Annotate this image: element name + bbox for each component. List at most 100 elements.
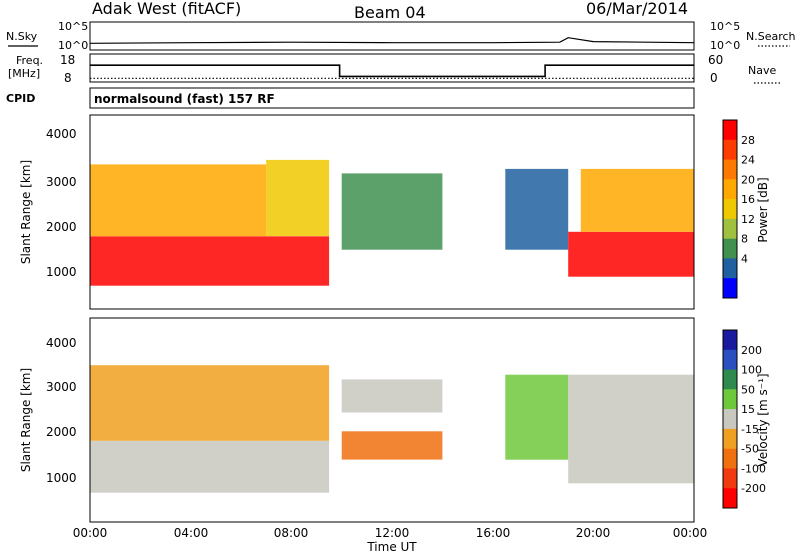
velocity-colorbar-tick-1: 100 bbox=[741, 364, 762, 377]
power-region-1 bbox=[90, 164, 267, 237]
power-y-ticks: 4000 3000 2000 1000 bbox=[46, 127, 77, 279]
velocity-colorbar-segment-3 bbox=[723, 389, 737, 410]
xtick-0400: 04:00 bbox=[174, 526, 209, 540]
power-ytick-1000: 1000 bbox=[46, 265, 77, 279]
power-panel-frame bbox=[89, 114, 695, 310]
power-region-0 bbox=[90, 236, 330, 286]
nave-label: Nave bbox=[748, 64, 776, 77]
freq-series-line bbox=[90, 64, 694, 78]
date-title: 06/Mar/2014 bbox=[586, 0, 688, 18]
velocity-colorbar-segment-2 bbox=[723, 369, 737, 390]
power-colorbar-tick-6: 4 bbox=[741, 252, 748, 265]
velocity-heatmap bbox=[90, 365, 694, 493]
velocity-ytick-3000: 3000 bbox=[46, 380, 77, 394]
power-colorbar-tick-2: 20 bbox=[741, 173, 755, 186]
velocity-region-1 bbox=[90, 365, 330, 441]
velocity-ytick-1000: 1000 bbox=[46, 471, 77, 485]
power-heatmap bbox=[90, 159, 695, 286]
power-region-2 bbox=[266, 159, 330, 237]
power-colorbar-segment-2 bbox=[723, 159, 737, 180]
velocity-colorbar-tick-7: -200 bbox=[741, 482, 766, 495]
power-region-6 bbox=[580, 168, 695, 232]
power-colorbar-segment-1 bbox=[723, 139, 737, 161]
velocity-ytick-2000: 2000 bbox=[46, 425, 77, 439]
power-colorbar: 28 24 20 16 12 8 4 bbox=[722, 119, 755, 299]
nave-tick-bottom: 0 bbox=[710, 71, 718, 85]
freq-tick-top: 18 bbox=[60, 53, 75, 67]
cpid-text: normalsound (fast) 157 RF bbox=[94, 92, 275, 106]
station-title: Adak West (fitACF) bbox=[92, 0, 241, 18]
xtick-1200: 12:00 bbox=[375, 526, 410, 540]
freq-unit-label: [MHz] bbox=[8, 67, 40, 80]
nsearch-tick-bottom: 10^0 bbox=[710, 39, 740, 52]
power-region-4 bbox=[505, 168, 569, 250]
velocity-region-5 bbox=[568, 374, 694, 484]
velocity-ylabel: Slant Range [km] bbox=[19, 368, 33, 472]
velocity-colorbar-label: Velocity [m s⁻¹] bbox=[756, 373, 770, 466]
cpid-label: CPID bbox=[6, 92, 35, 105]
nsearch-label: N.Search bbox=[746, 30, 796, 43]
velocity-colorbar-tick-2: 50 bbox=[741, 383, 755, 396]
freq-label: Freq. bbox=[16, 54, 43, 67]
power-ylabel: Slant Range [km] bbox=[19, 160, 33, 264]
power-colorbar-segment-3 bbox=[723, 179, 737, 200]
velocity-y-ticks: 4000 3000 2000 1000 bbox=[46, 336, 77, 485]
velocity-region-2 bbox=[341, 431, 443, 460]
nsky-panel-frame bbox=[89, 21, 695, 51]
velocity-colorbar-segment-8 bbox=[723, 488, 737, 509]
power-colorbar-tick-0: 28 bbox=[741, 134, 755, 147]
power-colorbar-tick-3: 16 bbox=[741, 193, 755, 206]
nsearch-tick-top: 10^5 bbox=[710, 20, 740, 33]
nsky-tick-top: 10^5 bbox=[58, 20, 88, 33]
power-colorbar-segment-0 bbox=[723, 120, 737, 141]
xlabel: Time UT bbox=[366, 540, 417, 554]
xtick-2400: 00:00 bbox=[673, 526, 708, 540]
velocity-colorbar-segment-0 bbox=[723, 330, 737, 351]
nsky-series-line bbox=[89, 37, 695, 44]
power-ytick-4000: 4000 bbox=[46, 127, 77, 141]
power-colorbar-tick-4: 12 bbox=[741, 213, 755, 226]
velocity-colorbar-segment-1 bbox=[723, 349, 737, 371]
power-colorbar-segment-7 bbox=[723, 258, 737, 279]
power-colorbar-segment-4 bbox=[723, 199, 737, 220]
power-colorbar-label: Power [dB] bbox=[756, 177, 770, 242]
freq-tick-bottom: 8 bbox=[64, 71, 72, 85]
power-ytick-2000: 2000 bbox=[46, 220, 77, 234]
velocity-colorbar-tick-3: 15 bbox=[741, 403, 755, 416]
power-colorbar-segment-8 bbox=[723, 278, 737, 299]
velocity-region-0 bbox=[90, 440, 330, 493]
x-axis-ticks: 00:00 04:00 08:00 12:00 16:00 20:00 00:0… bbox=[73, 526, 708, 540]
power-colorbar-frame bbox=[722, 119, 738, 299]
velocity-colorbar-frame bbox=[722, 329, 738, 509]
power-colorbar-tick-1: 24 bbox=[741, 154, 755, 167]
power-colorbar-segment-5 bbox=[723, 218, 737, 240]
power-region-5 bbox=[568, 231, 694, 277]
velocity-panel-frame bbox=[89, 317, 695, 523]
xtick-0000: 00:00 bbox=[73, 526, 108, 540]
cpid-panel-frame bbox=[89, 87, 695, 109]
velocity-colorbar-segment-7 bbox=[723, 468, 737, 489]
xtick-2000: 20:00 bbox=[576, 526, 611, 540]
velocity-colorbar: 200 100 50 15 -15 -50 -100 -200 bbox=[722, 329, 766, 509]
velocity-region-3 bbox=[341, 379, 443, 413]
velocity-region-4 bbox=[505, 374, 569, 460]
velocity-colorbar-tick-6: -100 bbox=[741, 462, 766, 475]
xtick-1600: 16:00 bbox=[476, 526, 511, 540]
velocity-colorbar-segment-4 bbox=[723, 409, 737, 430]
velocity-colorbar-tick-0: 200 bbox=[741, 344, 762, 357]
velocity-colorbar-segment-6 bbox=[723, 448, 737, 469]
velocity-colorbar-segment-5 bbox=[723, 428, 737, 450]
velocity-ytick-4000: 4000 bbox=[46, 336, 77, 350]
power-colorbar-segment-6 bbox=[723, 238, 737, 259]
power-colorbar-tick-5: 8 bbox=[741, 233, 748, 246]
xtick-0800: 08:00 bbox=[274, 526, 309, 540]
beam-title: Beam 04 bbox=[354, 3, 426, 22]
nsky-tick-bottom: 10^0 bbox=[58, 39, 88, 52]
freq-panel-frame bbox=[89, 53, 695, 83]
velocity-colorbar-tick-5: -50 bbox=[741, 443, 759, 456]
nsky-label: N.Sky bbox=[6, 30, 38, 43]
velocity-colorbar-tick-4: -15 bbox=[741, 423, 759, 436]
power-ytick-3000: 3000 bbox=[46, 175, 77, 189]
nave-tick-top: 60 bbox=[708, 53, 723, 67]
